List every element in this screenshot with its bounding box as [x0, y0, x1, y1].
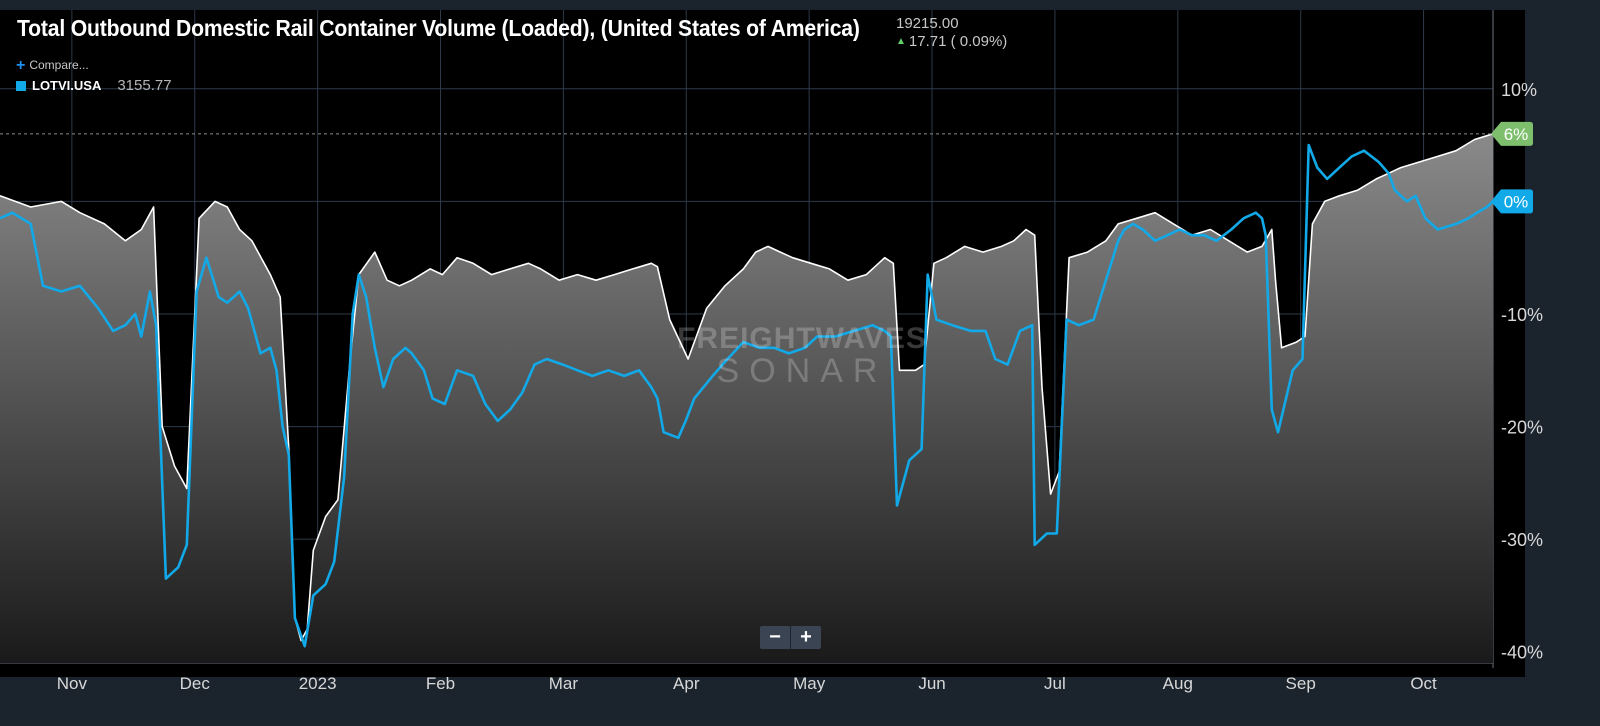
y-tick-label-0: 10%	[1501, 80, 1537, 100]
primary-series-badge: 6%	[1491, 121, 1533, 146]
last-value: 19215.00	[896, 15, 959, 32]
x-tick-label-11: Oct	[1410, 674, 1437, 693]
x-tick-label-4: Mar	[549, 674, 579, 693]
x-tick-label-3: Feb	[426, 674, 455, 693]
change-text: 17.71 ( 0.09%)	[908, 33, 1008, 50]
x-tick-label-5: Apr	[673, 674, 700, 693]
y-tick-label-1: -10%	[1501, 305, 1543, 325]
primary-series-badge-shape	[1491, 121, 1533, 146]
compare-button[interactable]: + Compare...	[16, 57, 89, 75]
compare-label: Compare...	[29, 58, 89, 72]
x-axis: Nov Dec 2023 Feb Mar Apr May Jun Jul Aug Sep Oct	[57, 674, 1437, 693]
compare-series-badge-text: 0%	[1504, 192, 1529, 211]
legend[interactable]: LOTVI.USA 3155.77	[16, 77, 172, 94]
compare-series-line	[0, 143, 1494, 648]
legend-symbol: LOTVI.USA	[32, 78, 102, 93]
legend-swatch	[16, 80, 26, 91]
y-tick-label-3: -30%	[1501, 530, 1543, 550]
y-tick-label-4: -40%	[1501, 643, 1543, 663]
change-value: ▲ 17.71 ( 0.09%)	[896, 33, 1007, 50]
zoom-controls: − +	[760, 626, 821, 649]
zoom-out-button[interactable]: −	[769, 626, 781, 648]
x-tick-label-10: Sep	[1286, 674, 1316, 693]
up-arrow-icon: ▲	[896, 36, 906, 47]
plot-area[interactable]	[0, 133, 1494, 664]
primary-series-line	[0, 133, 1494, 642]
plus-icon: +	[16, 57, 26, 74]
primary-series-badge-text: 6%	[1504, 125, 1529, 144]
series-badges: 6% 0%	[1491, 121, 1533, 214]
x-tick-label-0: Nov	[57, 674, 88, 693]
zoom-in-button[interactable]: +	[790, 626, 821, 649]
x-tick-label-8: Jul	[1044, 674, 1066, 693]
compare-series-badge: 0%	[1491, 189, 1533, 214]
x-tick-label-1: Dec	[180, 674, 211, 693]
x-tick-label-6: May	[793, 674, 826, 693]
primary-series-area	[0, 133, 1493, 664]
compare-series-badge-shape	[1491, 189, 1533, 214]
x-tick-label-9: Aug	[1163, 674, 1193, 693]
x-tick-label-2: 2023	[299, 674, 337, 693]
y-axis: 10% -10% -20% -30% -40%	[1501, 80, 1543, 663]
y-tick-label-2: -20%	[1501, 418, 1543, 438]
x-tick-label-7: Jun	[918, 674, 945, 693]
legend-value: 3155.77	[117, 77, 172, 94]
chart-title: Total Outbound Domestic Rail Container V…	[17, 15, 860, 41]
